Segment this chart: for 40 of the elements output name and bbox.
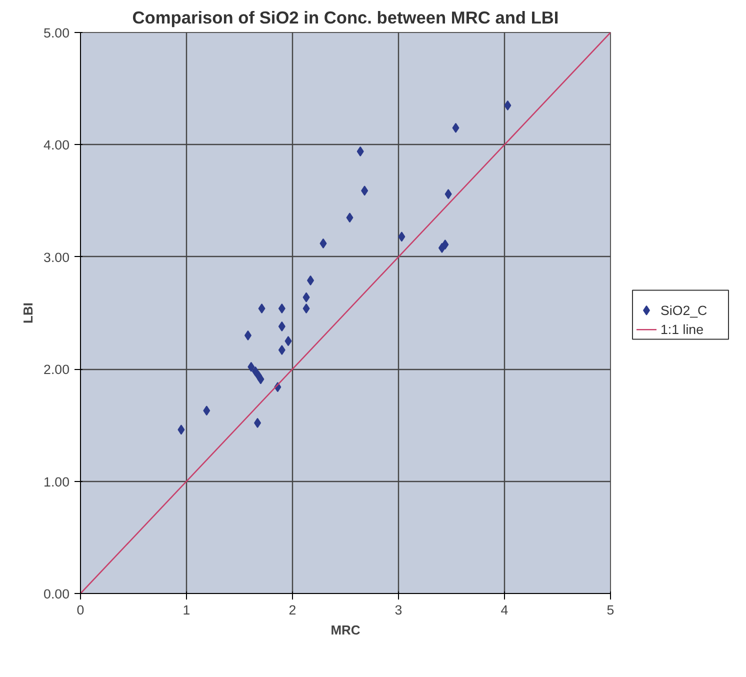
point — [346, 212, 354, 223]
y-tick-label: 5.00 — [44, 26, 70, 40]
point — [278, 304, 286, 314]
point — [452, 122, 460, 133]
point — [398, 232, 406, 242]
x-tick-label: 3 — [394, 602, 402, 618]
point — [504, 100, 512, 110]
x-tick-label: 2 — [288, 602, 296, 618]
x-tick-label: 0 — [76, 602, 84, 618]
x-tick-label: 5 — [606, 602, 614, 618]
legend-label: 1:1 line — [660, 322, 704, 338]
point — [254, 418, 262, 428]
chart-title: Comparison of SiO2 in Conc. between MRC and LBI — [132, 8, 559, 28]
point — [278, 345, 286, 356]
point — [442, 240, 449, 250]
point — [361, 186, 368, 196]
legend-label: SiO2_C — [660, 302, 708, 318]
point — [203, 406, 210, 416]
point — [302, 304, 310, 314]
y-tick-label: 4.00 — [44, 138, 70, 153]
point — [178, 424, 185, 435]
point — [258, 304, 266, 314]
point — [320, 238, 327, 248]
x-tick-label: 1 — [182, 602, 190, 618]
point — [257, 374, 264, 384]
point — [307, 275, 314, 286]
point — [244, 330, 252, 340]
point — [284, 336, 292, 346]
x-axis-title: MRC — [330, 622, 361, 638]
x-tick-label: 4 — [500, 602, 509, 618]
y-tick-label: 3.00 — [44, 250, 70, 265]
y-tick-label: 0.00 — [44, 586, 70, 602]
point — [278, 321, 286, 332]
y-tick-label: 1.00 — [44, 474, 70, 490]
point — [248, 362, 255, 372]
y-tick-label: 2.00 — [44, 362, 70, 378]
point — [302, 292, 310, 302]
point — [444, 189, 452, 200]
y-axis-title: LBI — [20, 302, 36, 324]
point — [356, 146, 364, 156]
